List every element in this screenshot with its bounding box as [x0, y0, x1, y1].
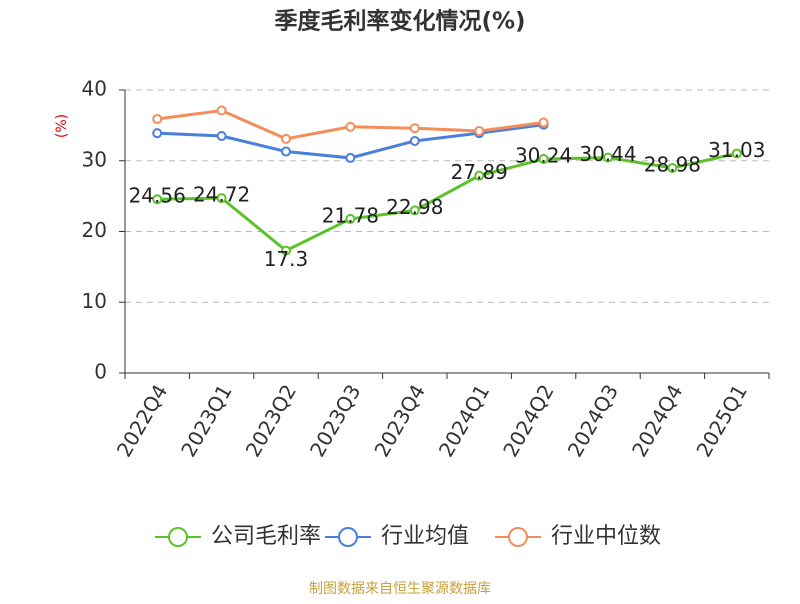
data-point [152, 194, 163, 205]
legend-item: 行业中位数 [495, 524, 661, 549]
y-tick-label: 0 [94, 360, 107, 384]
legend-item: 公司毛利率 [155, 524, 321, 549]
data-point [281, 245, 291, 256]
data-label: 24.72 [193, 183, 250, 207]
data-point [345, 121, 356, 132]
data-point [474, 126, 485, 137]
data-label: 30.44 [579, 142, 636, 166]
x-tick-label: 2024Q4 [627, 380, 687, 461]
x-tick-label: 2024Q1 [434, 380, 494, 461]
data-point [345, 152, 356, 163]
data-label: 22.98 [386, 195, 443, 219]
data-label: 21.78 [322, 203, 379, 227]
y-tick-label: 20 [82, 218, 107, 242]
data-point [152, 114, 163, 125]
data-point [152, 128, 163, 139]
data-point [667, 162, 678, 173]
x-tick-label: 2025Q1 [691, 380, 751, 461]
legend-label: 公司毛利率 [211, 524, 321, 549]
x-tick-label: 2024Q3 [563, 380, 623, 461]
data-label: 24.56 [129, 184, 186, 208]
data-point [281, 133, 291, 144]
data-point [731, 148, 742, 159]
legend-marker [338, 527, 358, 547]
data-point [538, 117, 549, 128]
data-point [216, 105, 227, 116]
data-point [409, 205, 420, 216]
chart-title: 季度毛利率变化情况(%) [274, 8, 525, 35]
data-label: 17.3 [264, 247, 309, 271]
source-note: 制图数据来自恒生聚源数据库 [309, 581, 491, 597]
data-point [538, 154, 549, 165]
legend-marker [168, 527, 188, 547]
data-point [409, 135, 420, 146]
legend-marker [508, 527, 528, 547]
data-label: 28.98 [644, 152, 701, 176]
x-tick-label: 2023Q1 [176, 380, 236, 461]
legend-label: 行业中位数 [551, 524, 661, 549]
data-label: 31.03 [708, 138, 765, 162]
data-point [409, 123, 420, 134]
x-tick-label: 2022Q4 [112, 380, 172, 461]
y-axis-label: (%) [54, 114, 70, 138]
data-point [345, 213, 356, 224]
data-point [216, 193, 227, 204]
data-point [603, 152, 613, 163]
y-tick-label: 40 [82, 77, 107, 101]
x-tick-label: 2023Q4 [369, 380, 429, 461]
legend-item: 行业均值 [325, 524, 469, 549]
x-tick-label: 2023Q3 [305, 380, 365, 461]
x-tick-label: 2023Q2 [241, 380, 301, 461]
data-label: 30.24 [515, 144, 572, 168]
data-label: 27.89 [451, 160, 508, 184]
legend-label: 行业均值 [381, 524, 469, 549]
x-tick-label: 2024Q2 [498, 380, 558, 461]
data-point [216, 130, 227, 141]
y-tick-label: 10 [82, 289, 107, 313]
data-point [281, 146, 291, 157]
series-line [157, 151, 738, 253]
data-point [474, 170, 485, 181]
y-tick-label: 30 [82, 147, 107, 171]
